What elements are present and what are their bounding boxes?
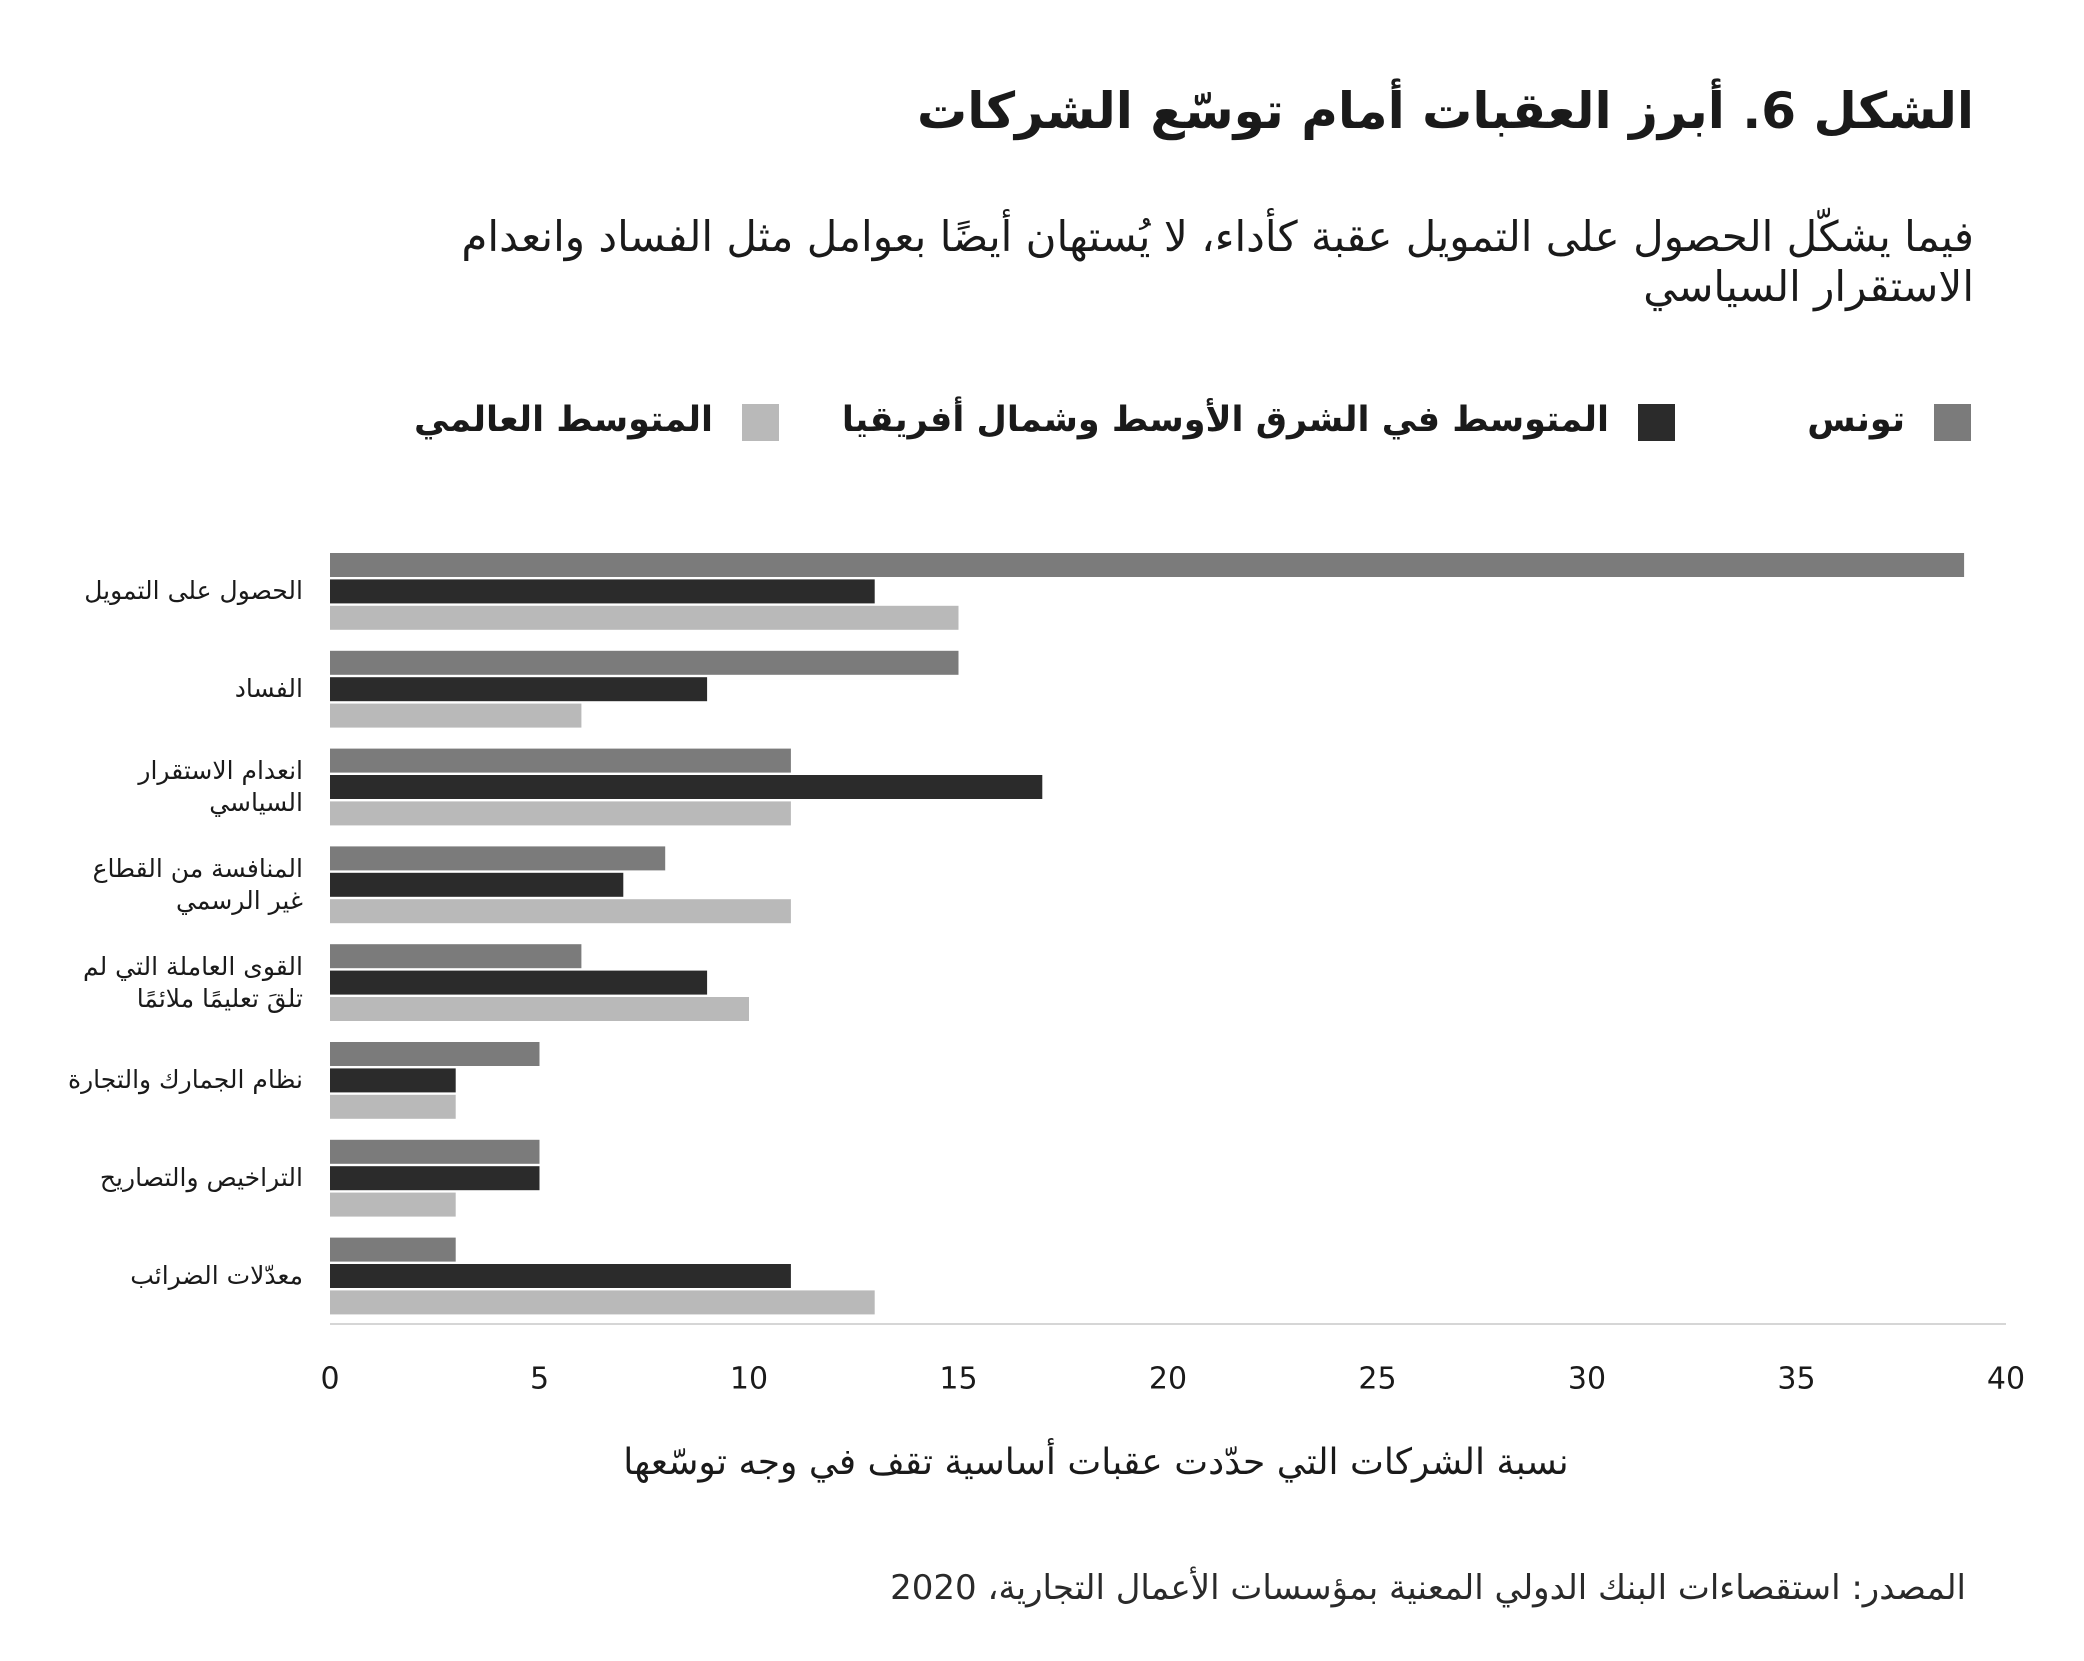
x-tick-label: 5	[530, 1362, 549, 1397]
bar	[330, 1290, 875, 1315]
x-tick-label: 20	[1149, 1362, 1187, 1397]
x-tick-label: 10	[730, 1362, 768, 1397]
legend-swatch	[1638, 404, 1675, 441]
bar	[330, 1139, 540, 1164]
bar	[330, 997, 749, 1021]
bar	[330, 650, 959, 675]
bar	[330, 970, 708, 995]
chart-title: الشكل 6. أبرز العقبات أمام توسّع الشركات	[916, 82, 1974, 140]
bar	[330, 605, 959, 630]
legend-label: المتوسط العالمي	[414, 400, 713, 440]
x-axis-label: نسبة الشركات التي حدّدت عقبات أساسية تقف…	[623, 1442, 1569, 1483]
y-tick-label: المنافسة من القطاع غير الرسمي	[92, 853, 303, 915]
x-tick-label: 15	[939, 1362, 977, 1397]
x-tick-label: 25	[1358, 1362, 1396, 1397]
bar	[330, 748, 791, 773]
bar	[330, 1192, 456, 1217]
bar	[330, 579, 875, 604]
x-tick-label: 0	[320, 1362, 339, 1397]
legend-label: تونس	[1807, 400, 1905, 440]
chart-subtitle: فيما يشكّل الحصول على التمويل عقبة كأداء…	[461, 212, 1974, 311]
x-tick-label: 40	[1987, 1362, 2025, 1397]
bar	[330, 703, 582, 728]
source-note: المصدر: استقصاءات البنك الدولي المعنية ب…	[890, 1568, 1966, 1608]
bar	[330, 1237, 456, 1262]
bar	[330, 553, 1965, 577]
y-tick-label: انعدام الاستقرار السياسي	[138, 756, 303, 817]
x-tick-label: 35	[1777, 1362, 1815, 1397]
legend-swatch	[742, 404, 779, 441]
bar	[330, 1264, 791, 1288]
bar	[330, 1068, 456, 1093]
bar	[330, 1166, 540, 1191]
bar	[330, 1042, 540, 1066]
y-tick-label: الفساد	[234, 674, 303, 704]
bar	[330, 801, 791, 826]
y-tick-label: القوى العاملة التي لم تلقَ تعليمًا ملائم…	[82, 951, 303, 1013]
bar	[330, 775, 1043, 799]
x-tick-label: 30	[1568, 1362, 1606, 1397]
y-tick-label: نظام الجمارك والتجارة	[67, 1065, 303, 1095]
bar	[330, 677, 708, 702]
y-tick-label: الحصول على التمويل	[84, 576, 303, 606]
bar	[330, 944, 582, 969]
legend-label: المتوسط في الشرق الأوسط وشمال أفريقيا	[841, 400, 1609, 440]
y-tick-label: التراخيص والتصاريح	[99, 1163, 303, 1193]
bar	[330, 1094, 456, 1119]
bar	[330, 872, 624, 897]
bar	[330, 846, 666, 871]
bar	[330, 899, 791, 924]
legend-swatch	[1934, 404, 1971, 441]
y-tick-label: معدّلات الضرائب	[130, 1261, 303, 1290]
